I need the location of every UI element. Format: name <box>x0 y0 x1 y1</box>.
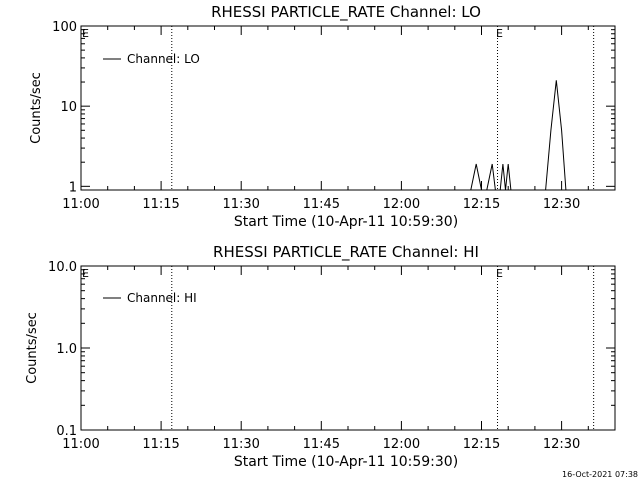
axis-ticks-hi: 11:00 11:15 11:30 11:45 12:00 12:15 12:30 0.1 1.… <box>48 260 616 452</box>
e-marker-label-lo: E <box>82 27 89 40</box>
y-tick-label-hi: 1.0 <box>56 342 77 357</box>
x-tick-label-hi: 12:30 <box>543 437 580 452</box>
legend-label-hi: Channel: HI <box>127 291 197 305</box>
x-tick-label-hi: 12:00 <box>383 437 420 452</box>
legend-lo: Channel: LO <box>103 52 200 66</box>
x-tick-label-lo: 11:45 <box>303 197 340 212</box>
y-tick-label-hi: 0.1 <box>56 424 77 439</box>
y-axis-label-hi: Counts/sec <box>25 312 40 384</box>
y-axis-label-lo: Counts/sec <box>29 72 44 144</box>
x-tick-label-lo: 11:15 <box>142 197 179 212</box>
panel-lo: RHESSI PARTICLE_RATE Channel: LO Counts/… <box>29 3 616 230</box>
axis-ticks-lo: 11:00 11:15 11:30 11:45 12:00 12:15 12:30 1 10 10… <box>52 20 616 212</box>
x-axis-label-lo: Start Time (10-Apr-11 10:59:30) <box>234 214 458 230</box>
footer-timestamp: 16-Oct-2021 07:38 <box>562 470 638 479</box>
x-tick-label-hi: 12:15 <box>463 437 500 452</box>
x-tick-label-lo: 11:30 <box>222 197 259 212</box>
x-axis-label-hi: Start Time (10-Apr-11 10:59:30) <box>234 454 458 470</box>
chart-title-hi: RHESSI PARTICLE_RATE Channel: HI <box>213 243 479 262</box>
legend-label-lo: Channel: LO <box>127 52 200 66</box>
series-lo <box>470 80 567 191</box>
x-tick-label-lo: 11:00 <box>62 197 99 212</box>
y-tick-label-lo: 1 <box>69 180 77 195</box>
dotted-markers-hi: EE <box>82 266 595 430</box>
y-tick-label-lo: 10 <box>60 100 77 115</box>
x-tick-label-hi: 11:30 <box>222 437 259 452</box>
y-tick-label-hi: 10.0 <box>48 260 77 275</box>
e-marker-label-hi: E <box>496 267 503 280</box>
series-line-lo <box>470 80 567 191</box>
x-tick-label-hi: 11:45 <box>303 437 340 452</box>
e-marker-label-hi: E <box>82 267 89 280</box>
e-marker-label-lo: E <box>496 27 503 40</box>
x-tick-label-lo: 12:15 <box>463 197 500 212</box>
legend-hi: Channel: HI <box>103 291 197 305</box>
plot-frame-lo <box>80 25 616 191</box>
x-tick-label-lo: 12:30 <box>543 197 580 212</box>
panel-hi: RHESSI PARTICLE_RATE Channel: HI Counts/… <box>25 243 616 470</box>
chart-title-lo: RHESSI PARTICLE_RATE Channel: LO <box>211 3 481 22</box>
x-tick-label-hi: 11:00 <box>62 437 99 452</box>
x-tick-label-lo: 12:00 <box>383 197 420 212</box>
x-tick-label-hi: 11:15 <box>142 437 179 452</box>
y-tick-label-lo: 100 <box>52 20 77 35</box>
dotted-markers-lo: EE <box>82 26 595 190</box>
